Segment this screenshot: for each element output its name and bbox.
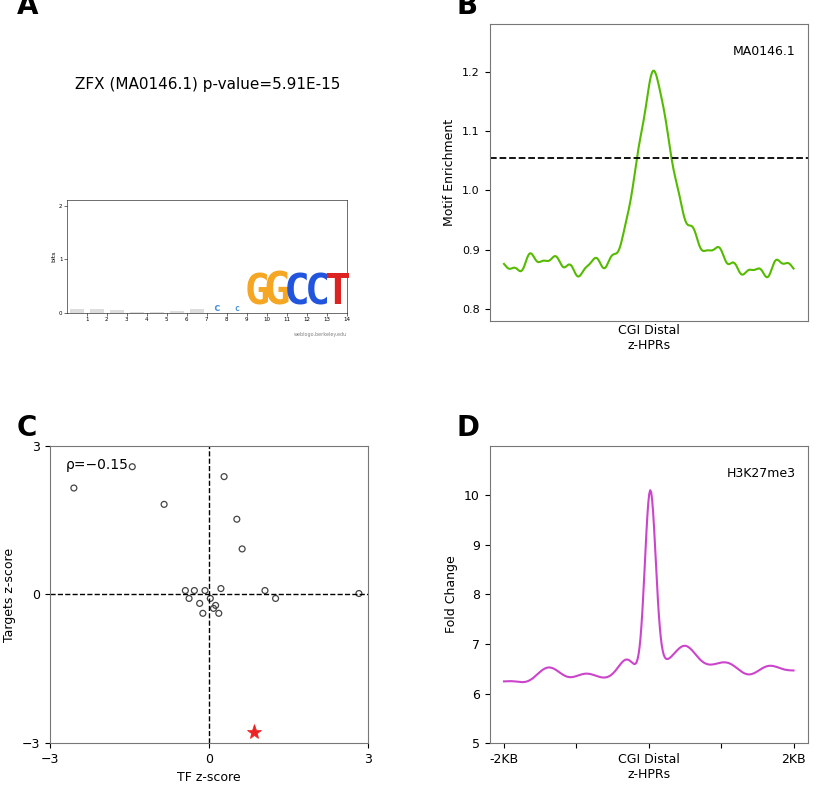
Bar: [150, 312, 164, 313]
Text: C: C: [304, 271, 329, 313]
Text: G: G: [244, 271, 269, 313]
Point: [198, 584, 212, 597]
Point: [207, 602, 220, 614]
Point: [230, 513, 243, 526]
Bar: [110, 310, 123, 313]
Point: [258, 584, 272, 597]
Point: [214, 582, 227, 595]
Text: weblogo.berkeley.edu: weblogo.berkeley.edu: [294, 332, 347, 337]
Bar: [190, 309, 204, 313]
Text: ZFX (MA0146.1) p-value=5.91E-15: ZFX (MA0146.1) p-value=5.91E-15: [76, 78, 341, 93]
Point: [217, 471, 231, 483]
Text: A: A: [17, 0, 38, 20]
Point: [126, 460, 139, 473]
Text: C: C: [284, 271, 310, 313]
Point: [236, 543, 249, 555]
Text: C: C: [17, 414, 37, 442]
Point: [67, 482, 81, 495]
Text: D: D: [456, 414, 479, 442]
Bar: [90, 309, 103, 313]
Text: H3K27me3: H3K27me3: [726, 467, 796, 479]
Bar: [130, 312, 144, 313]
Text: c: c: [234, 304, 239, 313]
Text: T: T: [324, 271, 350, 313]
Point: [178, 584, 192, 597]
Point: [269, 592, 282, 605]
Text: c: c: [213, 303, 220, 313]
Y-axis label: Motif Enrichment: Motif Enrichment: [443, 119, 456, 226]
Point: [209, 599, 222, 612]
Point: [193, 597, 207, 610]
Bar: [170, 311, 184, 313]
Text: B: B: [456, 0, 477, 20]
Text: MA0146.1: MA0146.1: [732, 45, 796, 58]
Bar: [70, 309, 83, 313]
Point: [212, 607, 226, 620]
Y-axis label: Fold Change: Fold Change: [446, 555, 458, 634]
Text: G: G: [263, 270, 290, 313]
Y-axis label: Targets z-score: Targets z-score: [3, 547, 17, 642]
X-axis label: CGI Distal
z-HPRs: CGI Distal z-HPRs: [618, 324, 680, 352]
Y-axis label: bits: bits: [51, 251, 56, 262]
Point: [182, 592, 196, 605]
Point: [352, 587, 366, 600]
Point: [157, 498, 171, 511]
Text: ρ=−0.15: ρ=−0.15: [66, 458, 129, 471]
Point: [203, 592, 217, 605]
X-axis label: TF z-score: TF z-score: [177, 771, 241, 785]
Point: [187, 584, 201, 597]
Point: [197, 607, 210, 620]
